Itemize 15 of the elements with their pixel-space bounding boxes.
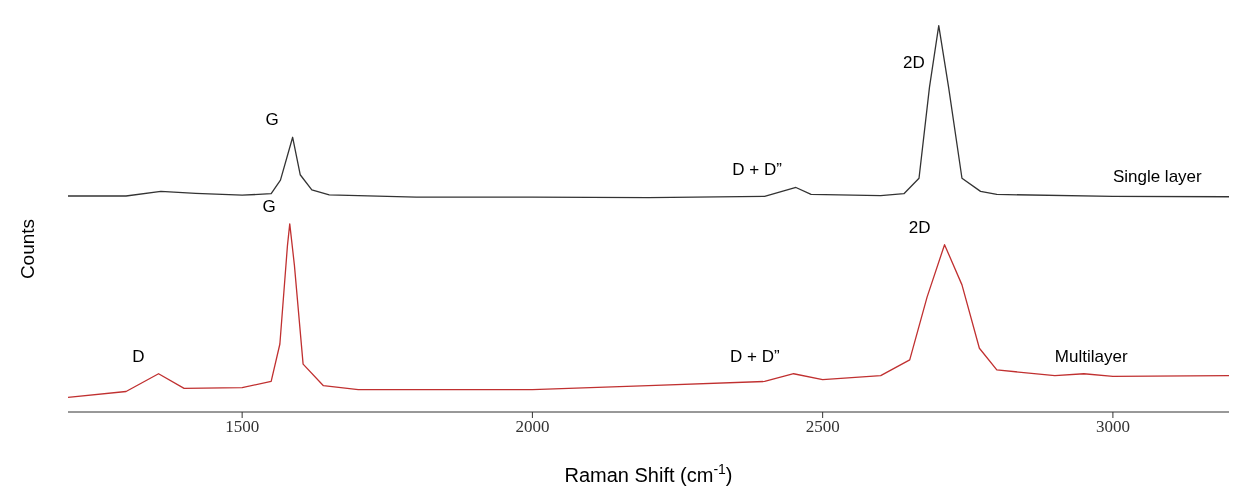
annotation: G <box>262 196 276 216</box>
annotation: D + D” <box>730 346 780 366</box>
series-label: Single layer <box>1112 167 1203 187</box>
annotation: 2D <box>908 217 931 237</box>
series-label: Multilayer <box>1054 346 1128 366</box>
annotation: 2D <box>903 53 925 72</box>
x-tick-label: 2000 <box>515 417 550 437</box>
x-tick-label: 3000 <box>1095 417 1130 437</box>
annotation: G <box>265 110 279 130</box>
x-tick-label: 1500 <box>225 417 260 437</box>
y-axis-title: Counts <box>17 218 39 280</box>
annotation: D <box>132 346 145 366</box>
annotation: D + D” <box>732 160 783 180</box>
x-axis-title: Raman Shift (cm$^{-1}$) <box>564 461 733 486</box>
x-tick-label: 2500 <box>805 417 840 437</box>
